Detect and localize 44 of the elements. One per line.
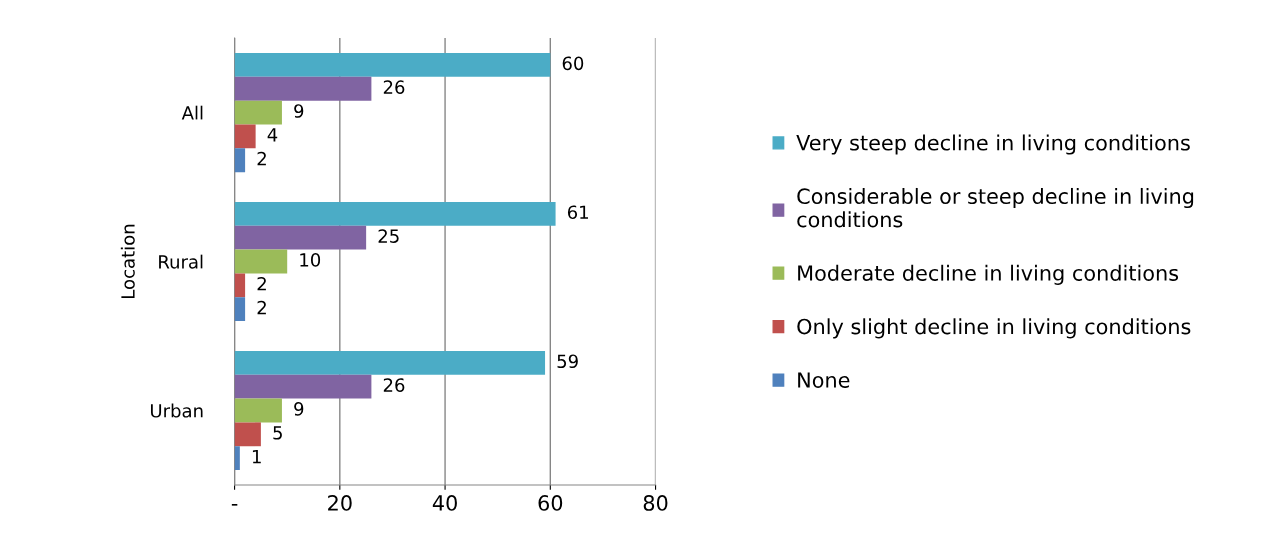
data-label: 61 <box>567 205 588 220</box>
data-label: 10 <box>300 253 321 267</box>
bar <box>234 201 556 226</box>
bar <box>234 148 246 173</box>
y-tick-label: Rural <box>159 254 203 269</box>
data-label: 26 <box>383 80 405 94</box>
data-label: 5 <box>273 426 282 440</box>
x-tick-label: 80 <box>643 495 668 511</box>
bar <box>234 398 282 423</box>
y-axis-title: Location <box>120 224 135 298</box>
data-label: 9 <box>294 402 304 416</box>
x-tick-label: - <box>231 503 238 506</box>
y-tick-label: Urban <box>150 403 203 418</box>
x-tick-label: 20 <box>328 495 352 511</box>
data-label: 2 <box>257 300 266 315</box>
bar <box>234 350 546 375</box>
data-label: 4 <box>267 128 278 142</box>
bar <box>234 297 246 322</box>
data-label: 25 <box>378 229 399 243</box>
data-label: 60 <box>562 56 584 71</box>
legend-label: Moderate decline in living conditions <box>798 264 1179 285</box>
data-label: 2 <box>257 151 266 166</box>
legend-label: None <box>798 372 850 388</box>
bar <box>234 446 240 471</box>
data-label: 59 <box>557 354 578 369</box>
bar <box>234 124 256 149</box>
legend-label: Considerable or steep decline in living conditions <box>797 187 1194 228</box>
bar <box>234 422 261 447</box>
bar <box>234 225 367 250</box>
legend-label: Only slight decline in living conditions <box>797 318 1191 339</box>
data-label: 9 <box>294 104 304 118</box>
bar <box>234 273 246 298</box>
legend-label: Very steep decline in living conditions <box>796 134 1190 155</box>
y-tick-label: All <box>181 105 203 120</box>
x-tick-label: 60 <box>538 495 563 511</box>
data-label: 26 <box>383 378 405 392</box>
data-label: 2 <box>257 276 266 291</box>
x-tick-label: 40 <box>432 495 457 511</box>
bar <box>234 100 282 125</box>
bar <box>234 52 551 77</box>
bar <box>234 374 372 399</box>
bar <box>234 76 372 101</box>
bar <box>234 249 288 274</box>
data-label: 1 <box>252 449 261 464</box>
